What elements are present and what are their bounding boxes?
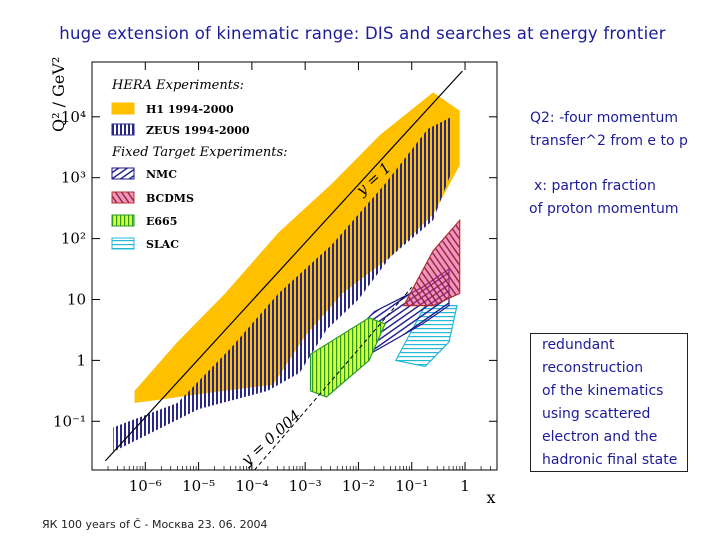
legend-swatch-h1	[111, 102, 135, 115]
legend-swatch-slac	[111, 237, 135, 250]
legend-heading-fixed: Fixed Target Experiments:	[111, 145, 288, 160]
legend-label-nmc: NMC	[146, 168, 177, 181]
legend-label-zeus: ZEUS 1994-2000	[146, 124, 250, 137]
x-tick-label: 10⁻⁶	[129, 477, 162, 495]
y-tick-label: 10³	[61, 169, 86, 187]
legend-label-slac: SLAC	[146, 238, 179, 251]
legend: HERA Experiments: Fixed Target Experimen…	[111, 78, 288, 251]
y-tick-label: 10²	[61, 230, 86, 248]
legend-label-e665: E665	[146, 215, 177, 228]
note-q2: Q2: -four momentum transfer^2 from e to …	[530, 107, 710, 153]
y-0004-line	[254, 286, 413, 471]
note-q2-line-2: transfer^2 from e to p	[530, 133, 688, 149]
y-tick-label: 10⁻¹	[53, 412, 86, 430]
note-q2-line-1: Q2: -four momentum	[530, 110, 679, 126]
x-tick-label: 10⁻⁴	[235, 477, 268, 495]
legend-heading-hera: HERA Experiments:	[111, 78, 244, 93]
note-reco-line-4: using scattered	[542, 406, 651, 422]
x-tick-label: 10⁻²	[342, 477, 375, 495]
y-tick-label: 10	[67, 290, 86, 308]
legend-swatch-zeus	[111, 123, 135, 136]
y-tick-label: 10⁴	[61, 108, 86, 126]
x-tick-label: 10⁻⁵	[182, 477, 215, 495]
legend-swatch-nmc	[111, 167, 135, 180]
x-tick-label: 1	[460, 477, 470, 495]
note-reco-line-3: of the kinematics	[542, 383, 664, 399]
note-reco-line-5: electron and the	[542, 429, 658, 445]
region-e665	[309, 317, 386, 398]
legend-swatch-bcdms	[111, 191, 135, 204]
y-1-line	[104, 70, 463, 462]
note-reconstruction-box: redundant reconstruction of the kinemati…	[530, 333, 688, 472]
note-reco-line-2: reconstruction	[542, 360, 644, 376]
y-tick-label: 1	[76, 351, 86, 369]
x-tick-label: 10⁻¹	[395, 477, 428, 495]
note-reco-line-1: redundant	[542, 337, 615, 353]
legend-swatch-e665	[111, 214, 135, 227]
slide-title: huge extension of kinematic range: DIS a…	[59, 24, 666, 43]
region-h1	[134, 92, 460, 404]
note-x: x: parton fraction of proton momentum	[529, 175, 709, 221]
x-axis-label: x	[486, 488, 495, 507]
region-bcdms	[402, 218, 461, 307]
slide-footer: ЯК 100 years of Č - Москва 23. 06. 2004	[42, 518, 268, 531]
note-x-line-2: of proton momentum	[529, 201, 679, 217]
region-zeus	[113, 116, 452, 452]
note-x-line-1: x: parton fraction	[534, 178, 656, 194]
x-tick-label: 10⁻³	[289, 477, 322, 495]
legend-label-h1: H1 1994-2000	[146, 103, 234, 116]
legend-label-bcdms: BCDMS	[146, 192, 194, 205]
y-axis-label: Q² / GeV²	[49, 57, 68, 132]
note-reco-line-6: hadronic final state	[542, 452, 678, 468]
